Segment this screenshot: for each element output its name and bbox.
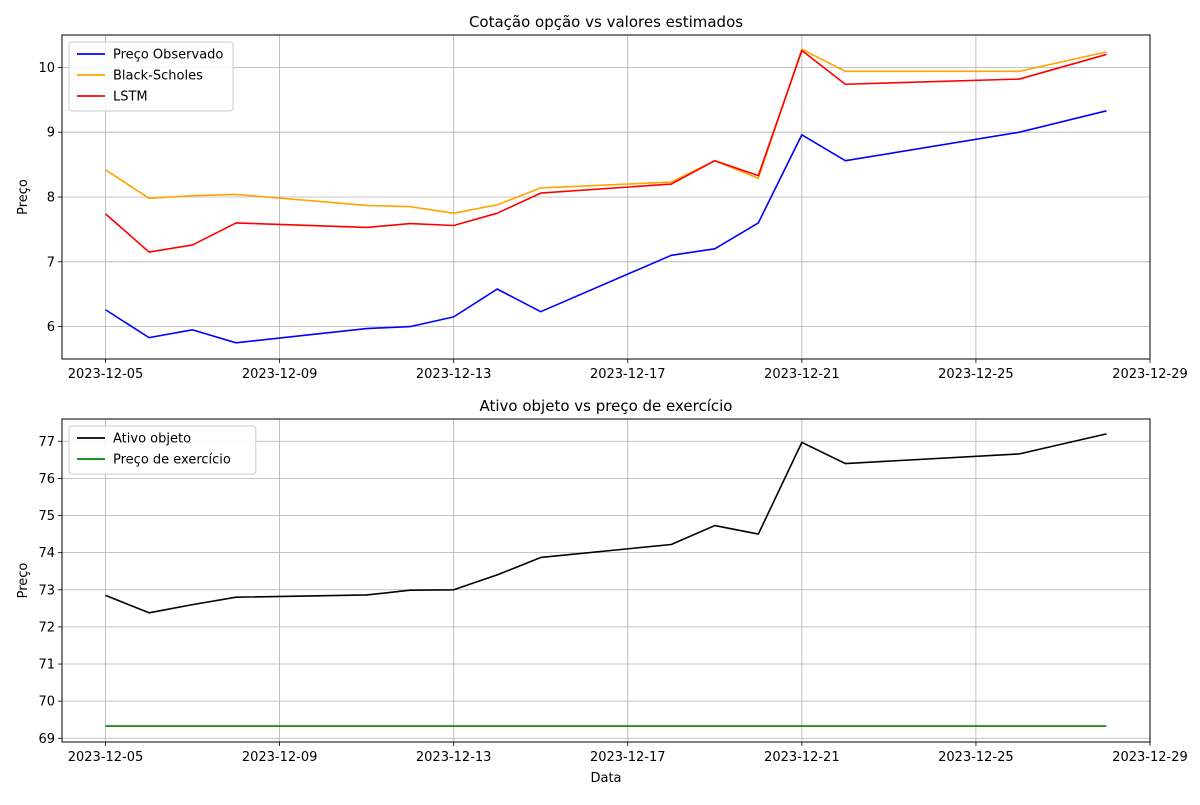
x-axis-label: Data bbox=[590, 771, 621, 786]
y-tick-label: 76 bbox=[38, 472, 55, 487]
plot-frame bbox=[61, 418, 1151, 743]
x-tick-label: 2023-12-29 bbox=[1112, 367, 1188, 382]
series-line-2-1 bbox=[105, 433, 1107, 614]
x-tick-label: 2023-12-25 bbox=[938, 367, 1014, 382]
y-tick-label: 77 bbox=[38, 435, 55, 450]
legend: Preço Observado Black-Scholes LSTM bbox=[68, 41, 234, 112]
legend-box bbox=[68, 425, 257, 475]
x-tick-label: 2023-12-21 bbox=[764, 750, 840, 765]
y-tick-label: 72 bbox=[38, 620, 55, 635]
y-axis-label: Preço bbox=[16, 179, 31, 215]
series-line-1-2 bbox=[105, 48, 1107, 214]
chart-title: Cotação opção vs valores estimados bbox=[469, 13, 743, 31]
chart-2: 2023-12-05 2023-12-09 2023-12-13 2023-12-17… bbox=[16, 397, 1188, 786]
x-tick-label: 2023-12-13 bbox=[416, 367, 492, 382]
y-tick-label: 73 bbox=[38, 583, 55, 598]
y-tick-label: 7 bbox=[47, 255, 55, 270]
chart-title: Ativo objeto vs preço de exercício bbox=[479, 397, 732, 415]
x-tick-label: 2023-12-05 bbox=[68, 367, 144, 382]
chart-1: 2023-12-05 2023-12-09 2023-12-13 2023-12-17… bbox=[16, 13, 1188, 382]
x-tick-label: 2023-12-25 bbox=[938, 750, 1014, 765]
x-tick-label: 2023-12-09 bbox=[242, 750, 318, 765]
x-tick-label: 2023-12-17 bbox=[590, 750, 666, 765]
legend-label: Black-Scholes bbox=[113, 69, 203, 84]
legend-label: LSTM bbox=[113, 90, 148, 105]
legend-label: Ativo objeto bbox=[113, 432, 191, 447]
legend-label: Preço de exercício bbox=[113, 453, 231, 468]
series-line-1-3 bbox=[104, 49, 1107, 253]
y-tick-label: 75 bbox=[38, 509, 55, 524]
y-tick-label: 8 bbox=[47, 191, 55, 206]
y-tick-label: 9 bbox=[47, 126, 55, 141]
series-line-1-1 bbox=[105, 110, 1107, 344]
legend-label: Preço Observado bbox=[113, 48, 223, 63]
x-tick-label: 2023-12-05 bbox=[68, 750, 144, 765]
legend-box bbox=[68, 41, 234, 112]
y-tick-label: 69 bbox=[38, 732, 55, 747]
legend: Ativo objeto Preço de exercício bbox=[68, 425, 257, 475]
x-tick-label: 2023-12-09 bbox=[242, 367, 318, 382]
y-tick-label: 71 bbox=[38, 658, 55, 673]
y-tick-label: 6 bbox=[47, 320, 55, 335]
y-tick-label: 70 bbox=[38, 695, 55, 710]
y-axis-label: Preço bbox=[16, 563, 31, 599]
x-tick-label: 2023-12-29 bbox=[1112, 750, 1188, 765]
x-tick-label: 2023-12-13 bbox=[416, 750, 492, 765]
y-tick-label: 10 bbox=[38, 61, 55, 76]
y-tick-label: 74 bbox=[38, 546, 55, 561]
x-tick-label: 2023-12-21 bbox=[764, 367, 840, 382]
x-tick-label: 2023-12-17 bbox=[590, 367, 666, 382]
